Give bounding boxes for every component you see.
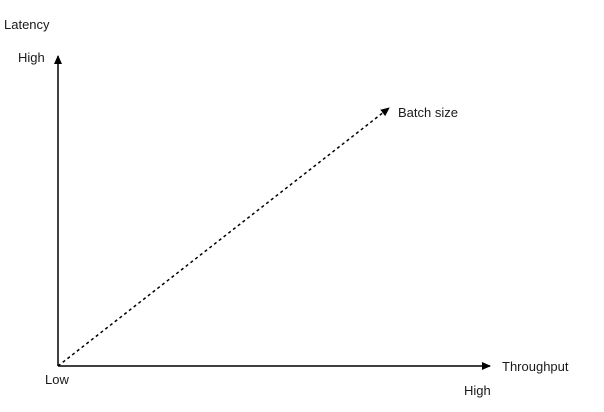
batch-size-label: Batch size <box>398 105 458 120</box>
y-axis-high-label: High <box>18 50 45 65</box>
origin-low-label: Low <box>45 372 69 387</box>
batch-size-arrow <box>57 107 390 367</box>
x-axis-high-label: High <box>464 383 491 398</box>
y-axis-title: Latency <box>4 17 50 32</box>
x-axis-title: Throughput <box>502 359 569 374</box>
